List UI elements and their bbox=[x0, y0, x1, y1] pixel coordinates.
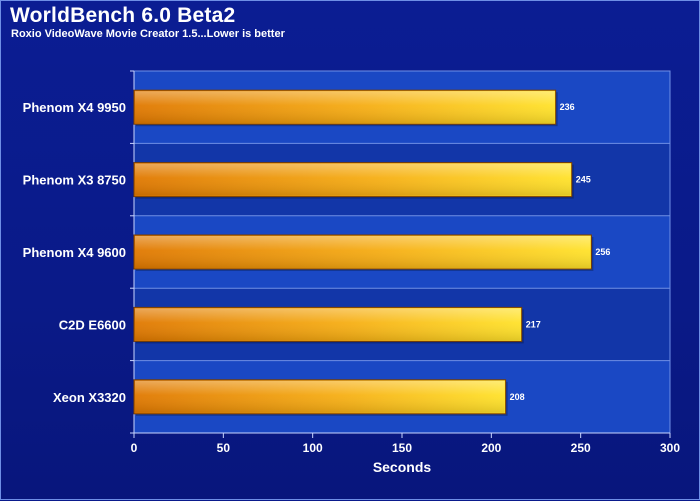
bar-highlight bbox=[135, 163, 571, 196]
category-label: Phenom X3 8750 bbox=[23, 173, 126, 188]
value-label: 236 bbox=[560, 102, 575, 112]
value-label: 256 bbox=[595, 247, 610, 257]
category-label: Phenom X4 9950 bbox=[23, 100, 126, 115]
chart-title: WorldBench 6.0 Beta2 bbox=[10, 4, 236, 27]
x-tick-label: 200 bbox=[481, 441, 501, 455]
x-tick-label: 150 bbox=[392, 441, 412, 455]
value-label: 245 bbox=[576, 175, 591, 185]
bar-highlight bbox=[135, 236, 591, 268]
category-label: Xeon X3320 bbox=[53, 390, 126, 405]
x-tick-label: 50 bbox=[217, 441, 231, 455]
chart-subtitle: Roxio VideoWave Movie Creator 1.5...Lowe… bbox=[11, 28, 285, 40]
category-label: C2D E6600 bbox=[59, 317, 126, 332]
value-label: 217 bbox=[526, 319, 541, 329]
value-label: 208 bbox=[510, 392, 525, 402]
category-label: Phenom X4 9600 bbox=[23, 245, 126, 260]
x-tick-label: 300 bbox=[660, 441, 680, 455]
bar-highlight bbox=[135, 91, 555, 124]
x-tick-label: 250 bbox=[571, 441, 591, 455]
x-tick-label: 100 bbox=[303, 441, 323, 455]
x-axis-title: Seconds bbox=[373, 459, 432, 475]
bar-highlight bbox=[135, 308, 521, 341]
bar-highlight bbox=[135, 380, 505, 413]
x-tick-label: 0 bbox=[131, 441, 138, 455]
